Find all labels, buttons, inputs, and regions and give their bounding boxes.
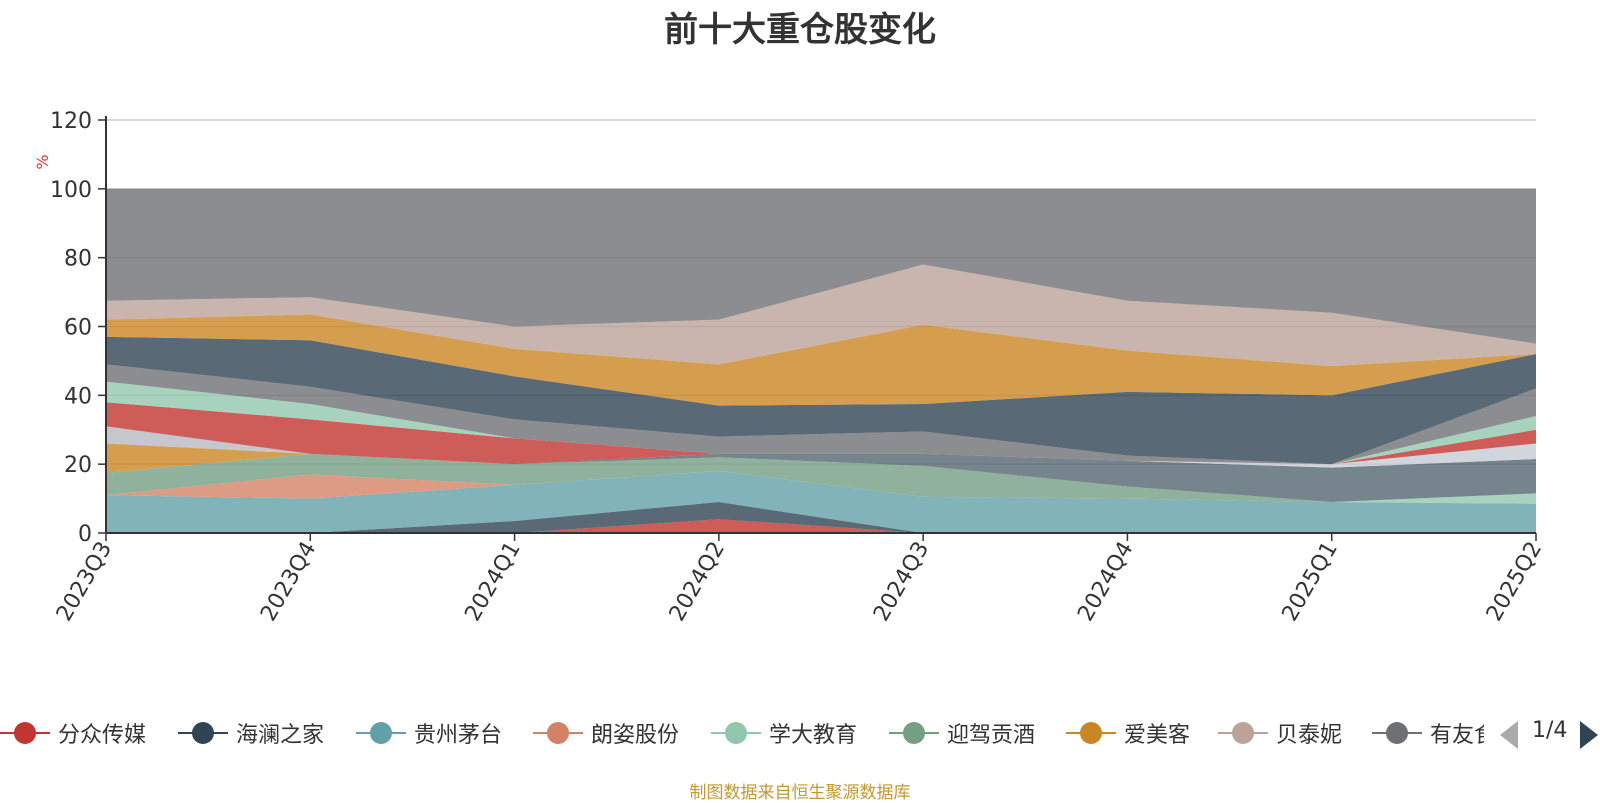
legend-item[interactable]: 爱美客 <box>1066 716 1190 750</box>
area-band <box>106 264 1536 367</box>
y-tick-label: 120 <box>50 109 92 134</box>
x-tick-label: 2024Q4 <box>1073 538 1138 626</box>
area-band <box>106 502 1536 533</box>
source-note: 制图数据来自恒生聚源数据库 <box>689 783 911 803</box>
legend-item[interactable]: 分众传媒 <box>0 716 146 750</box>
y-tick-label: 100 <box>50 178 92 203</box>
area-band <box>106 471 1536 504</box>
legend-item[interactable]: 有友食品 <box>1372 716 1484 750</box>
x-tick-label: 2023Q4 <box>256 538 321 626</box>
legend-marker-icon <box>178 716 228 750</box>
legend-marker-icon <box>0 716 50 750</box>
legend-marker-icon <box>356 716 406 750</box>
legend-label: 学大教育 <box>769 723 858 748</box>
legend-pager: 1/4 <box>1500 716 1600 750</box>
legend-item[interactable]: 贵州茅台 <box>356 716 502 750</box>
legend-item[interactable]: 迎驾贡酒 <box>889 716 1035 750</box>
legend-marker-icon <box>711 716 761 750</box>
legend-item[interactable]: 朗姿股份 <box>533 716 679 750</box>
y-tick-label: 80 <box>64 247 92 272</box>
legend-items: 分众传媒 海澜之家 贵州茅台 朗姿股份 学大教育 迎驾贡酒 爱美客 贝泰妮 有友食品 <box>0 716 1484 752</box>
area-band <box>106 471 1536 533</box>
legend-item[interactable]: 海澜之家 <box>178 716 324 750</box>
y-tick-label: 40 <box>64 384 92 409</box>
legend-marker-icon <box>533 716 583 750</box>
x-tick-label: 2023Q3 <box>52 538 117 626</box>
legend-label: 海澜之家 <box>236 723 325 748</box>
legend: 分众传媒 海澜之家 贵州茅台 朗姿股份 学大教育 迎驾贡酒 爱美客 贝泰妮 有友食品 1/4 <box>0 716 1600 752</box>
legend-marker-icon <box>1372 716 1422 750</box>
area-band <box>106 402 1536 465</box>
legend-marker-icon <box>889 716 939 750</box>
x-tick-label: 2025Q1 <box>1278 538 1343 626</box>
legend-item[interactable]: 贝泰妮 <box>1218 716 1342 750</box>
area-band <box>106 443 1536 503</box>
y-axis-label: % <box>33 154 52 169</box>
y-tick-label: 20 <box>64 453 92 478</box>
legend-label: 贵州茅台 <box>414 723 503 748</box>
legend-label: 爱美客 <box>1124 723 1191 748</box>
chart-plot: 0 20 40 60 80 100 120 2023Q3 2023Q4 2024Q1 2024Q2 2… <box>33 109 1547 626</box>
area-band <box>106 519 1536 533</box>
area-band <box>106 381 1536 465</box>
y-tick-label: 60 <box>64 316 92 341</box>
x-tick-label: 2024Q2 <box>665 538 730 626</box>
area-band <box>106 314 1536 406</box>
legend-label: 贝泰妮 <box>1276 723 1343 748</box>
legend-item[interactable]: 学大教育 <box>711 716 857 750</box>
area-series <box>106 188 1536 533</box>
legend-prev-arrow-icon[interactable] <box>1500 721 1518 749</box>
area-band <box>106 471 1536 504</box>
legend-label: 分众传媒 <box>58 723 147 748</box>
area-band <box>106 453 1536 503</box>
legend-page-indicator: 1/4 <box>1532 718 1568 743</box>
legend-marker-icon <box>1218 716 1268 750</box>
x-tick-label: 2024Q3 <box>869 538 934 626</box>
area-band <box>106 188 1536 344</box>
area-band <box>106 336 1536 465</box>
area-band <box>106 364 1536 465</box>
legend-label: 有友食品 <box>1430 723 1484 748</box>
y-tick-label: 0 <box>78 522 92 547</box>
legend-marker-icon <box>1066 716 1116 750</box>
x-tick-label: 2024Q1 <box>460 538 525 626</box>
chart-title: 前十大重仓股变化 <box>664 10 936 50</box>
area-band <box>106 426 1536 468</box>
legend-label: 朗姿股份 <box>591 723 680 748</box>
x-tick-label: 2025Q2 <box>1482 538 1547 626</box>
legend-next-arrow-icon[interactable] <box>1580 721 1598 749</box>
legend-label: 迎驾贡酒 <box>947 723 1036 748</box>
